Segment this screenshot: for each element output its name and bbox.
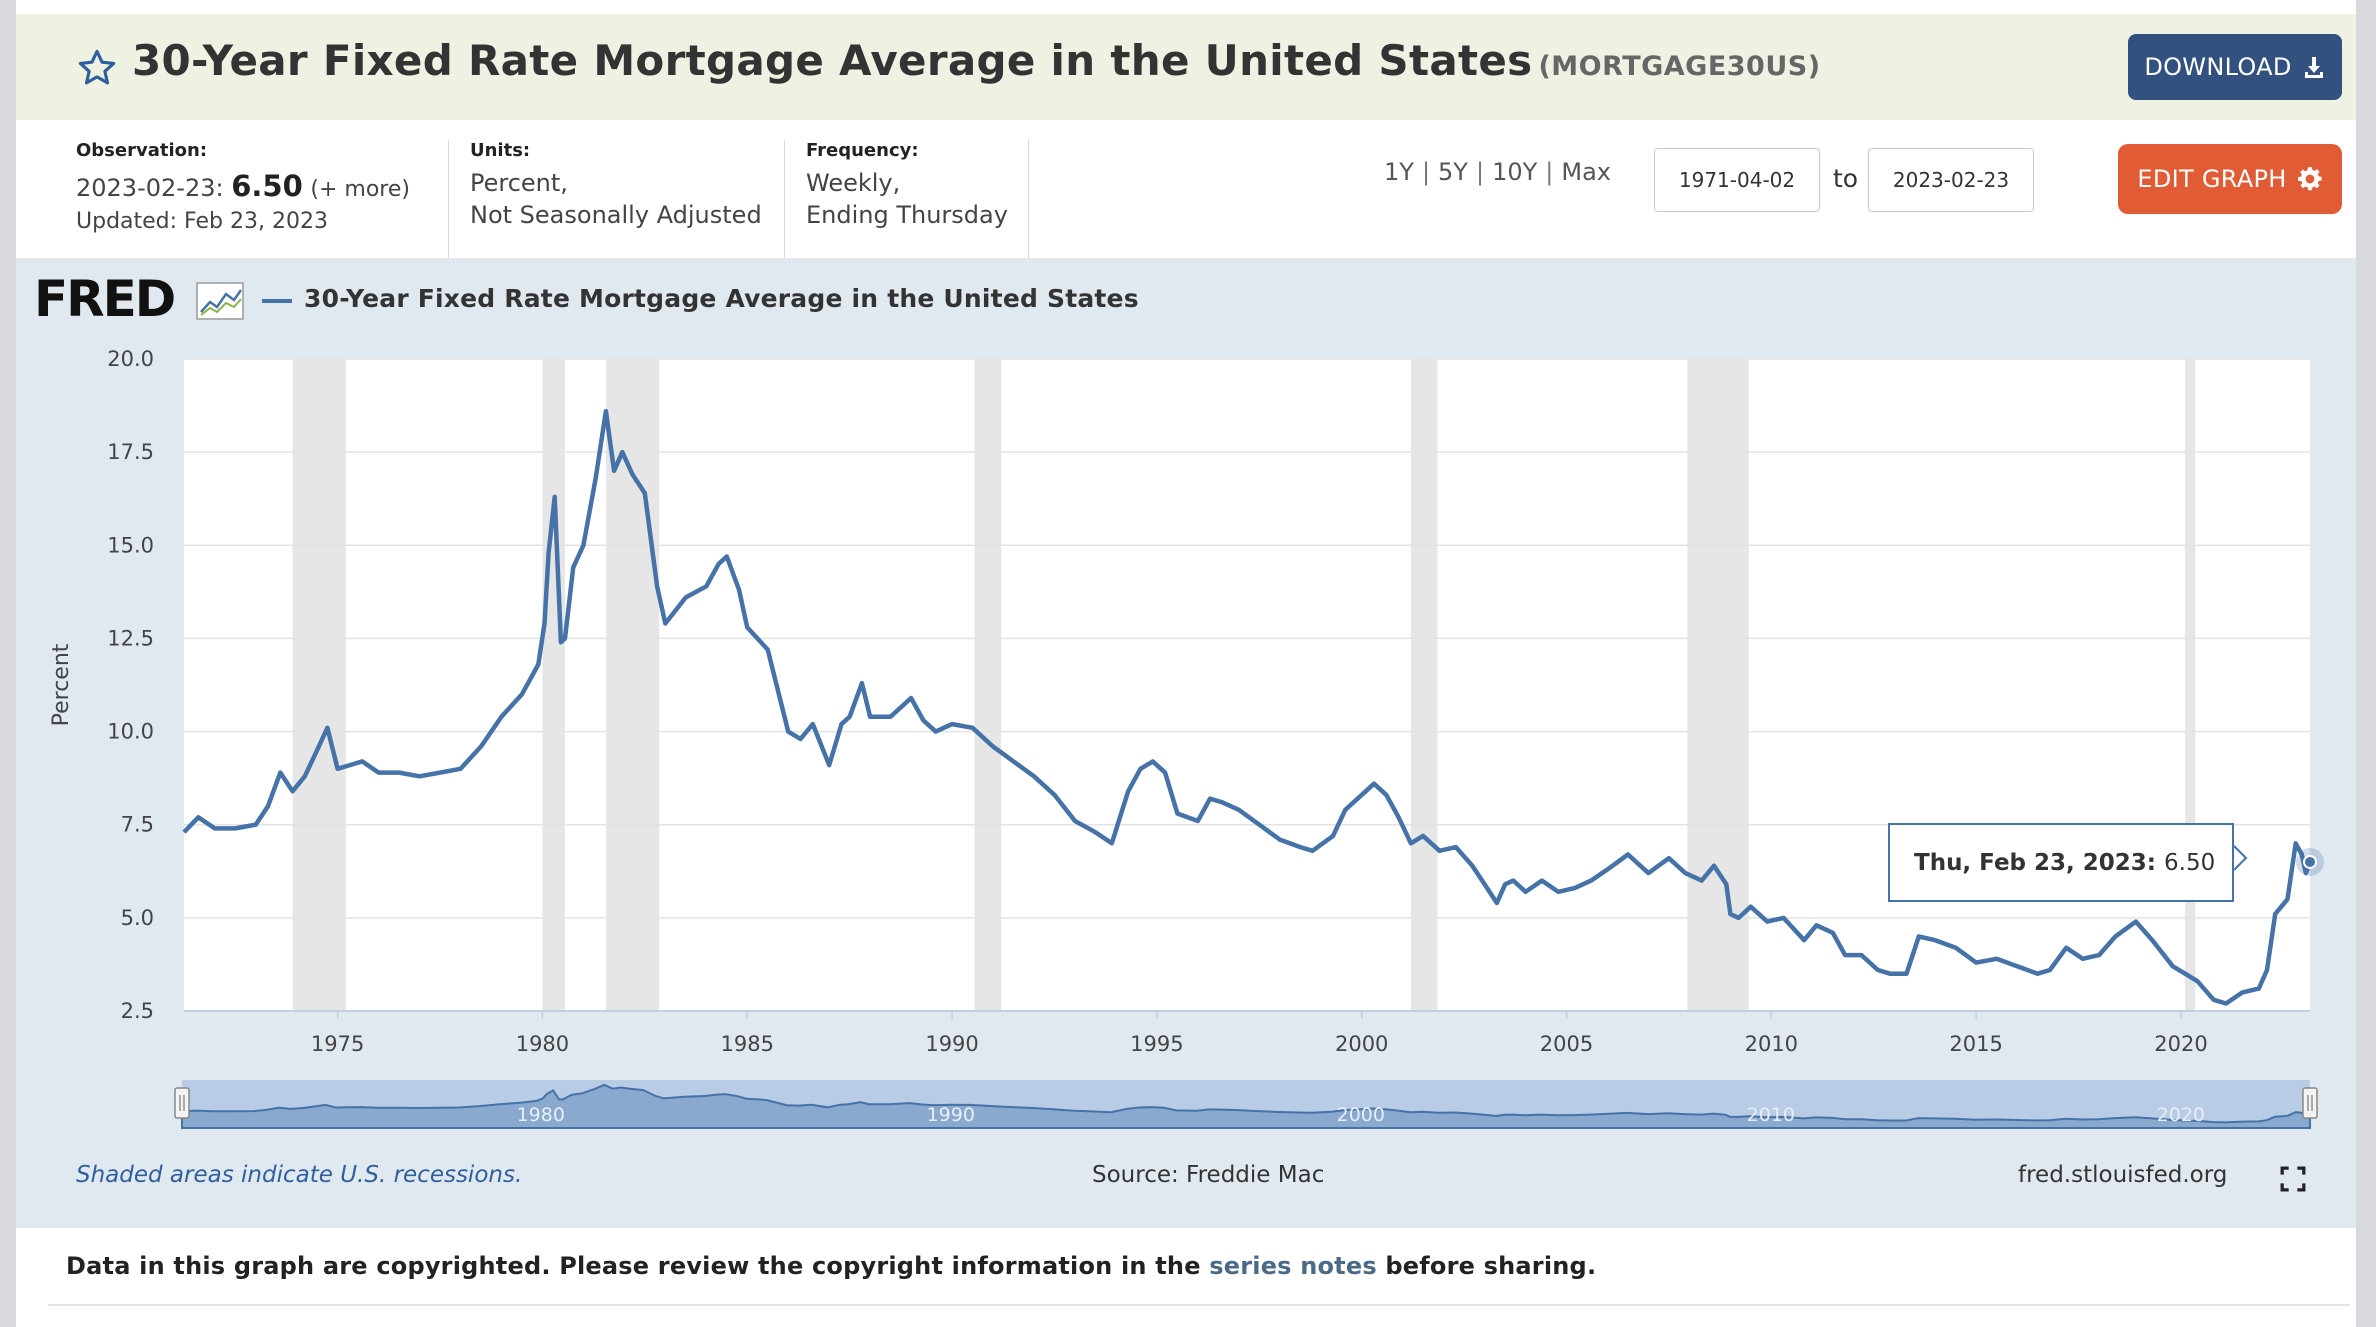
navigator-tick-label: 1980 (517, 1104, 565, 1126)
gear-icon (2297, 167, 2322, 191)
start-date-input[interactable] (1654, 148, 1820, 212)
series-notes-link[interactable]: series notes (1209, 1252, 1377, 1280)
copyright-notice: Data in this graph are copyrighted. Plea… (66, 1252, 1596, 1280)
x-tick-label: 2010 (1745, 1032, 1798, 1056)
x-tick-label: 2020 (2154, 1032, 2207, 1056)
range-links: 1Y | 5Y | 10Y | Max (1384, 158, 1611, 186)
fred-url[interactable]: fred.stlouisfed.org (2018, 1162, 2228, 1188)
x-tick-label: 1975 (311, 1032, 364, 1056)
copyright-text-end: before sharing. (1385, 1252, 1597, 1280)
page-title: 30-Year Fixed Rate Mortgage Average in t… (132, 36, 1821, 85)
star-icon[interactable] (76, 47, 118, 89)
edit-graph-label: EDIT GRAPH (2137, 165, 2287, 193)
series-id: (MORTGAGE30US) (1538, 51, 1821, 82)
end-date-input[interactable] (1868, 148, 2034, 212)
x-tick-label: 1990 (925, 1032, 978, 1056)
data-tooltip: Thu, Feb 23, 2023: 6.50 (1888, 823, 2234, 902)
observation-line: 2023-02-23: 6.50 (+ more) (76, 169, 410, 203)
frequency-line1: Weekly, (806, 169, 901, 197)
navigator-tick-label: 1990 (927, 1104, 975, 1126)
title-band (16, 14, 2356, 120)
range-10y-link[interactable]: 10Y (1492, 158, 1538, 186)
y-tick-label: 12.5 (107, 626, 154, 650)
recession-band (1410, 359, 1438, 1011)
observation-value: 6.50 (231, 169, 303, 203)
observation-date: 2023-02-23: (76, 174, 224, 202)
x-tick-label: 1980 (516, 1032, 569, 1056)
recession-band (974, 359, 1002, 1011)
navigator-series (181, 1083, 2311, 1129)
units-line1: Percent, (470, 169, 568, 197)
y-tick-label: 2.5 (121, 999, 154, 1023)
range-5y-link[interactable]: 5Y (1438, 158, 1468, 186)
divider (48, 1304, 2350, 1306)
series-line (182, 408, 2313, 1006)
navigator-tick-label: 2000 (1337, 1104, 1385, 1126)
legend-swatch (262, 299, 292, 303)
x-tick-label: 1985 (721, 1032, 774, 1056)
updated-date: Updated: Feb 23, 2023 (76, 209, 328, 234)
x-tick-label: 2005 (1540, 1032, 1593, 1056)
units-block: Units: Percent, Not Seasonally Adjusted (470, 140, 762, 229)
range-separator: | (1545, 158, 1554, 186)
fullscreen-icon[interactable] (2280, 1166, 2306, 1192)
tooltip-pointer (2233, 845, 2248, 871)
x-tick-label: 2015 (1949, 1032, 2002, 1056)
download-button[interactable]: DOWNLOAD (2128, 34, 2342, 100)
frequency-label: Frequency: (806, 140, 919, 161)
tooltip-date: Thu, Feb 23, 2023: (1914, 849, 2156, 876)
plot-area (184, 359, 2310, 1011)
recession-band (542, 359, 565, 1011)
left-gutter (0, 0, 16, 1327)
y-tick-label: 15.0 (107, 533, 154, 557)
meta-divider (784, 140, 785, 258)
navigator-tick-label: 2010 (1747, 1104, 1795, 1126)
to-label: to (1833, 164, 1859, 193)
navigator-handle-left[interactable] (174, 1087, 190, 1119)
range-1y-link[interactable]: 1Y (1384, 158, 1414, 186)
right-gutter (2356, 0, 2376, 1327)
y-tick-label: 7.5 (121, 813, 154, 837)
data-point[interactable] (2303, 854, 2317, 869)
y-tick-label: 5.0 (121, 906, 154, 930)
y-tick-label: 20.0 (107, 347, 154, 371)
x-tick-label: 1995 (1130, 1032, 1183, 1056)
x-tick-label: 2000 (1335, 1032, 1388, 1056)
tooltip-value: 6.50 (2164, 849, 2216, 876)
range-separator: | (1475, 158, 1485, 186)
observation-label: Observation: (76, 140, 208, 161)
fred-chart-logo-icon (196, 282, 244, 320)
recession-band (2185, 359, 2196, 1011)
y-tick-label: 17.5 (107, 440, 154, 464)
legend-series-label: 30-Year Fixed Rate Mortgage Average in t… (304, 284, 1139, 313)
meta-divider (448, 140, 449, 258)
navigator-handle-right[interactable] (2302, 1087, 2318, 1119)
y-axis-title: Percent (49, 643, 74, 726)
fred-logo[interactable]: FRED (34, 270, 176, 328)
range-separator: | (1421, 158, 1431, 186)
copyright-text: Data in this graph are copyrighted. Plea… (66, 1252, 1201, 1280)
meta-divider (1028, 140, 1029, 258)
frequency-line2: Ending Thursday (806, 201, 1008, 229)
download-icon (2304, 57, 2323, 78)
observation-block: Observation: 2023-02-23: 6.50 (+ more) U… (76, 140, 410, 234)
units-line2: Not Seasonally Adjusted (470, 201, 762, 229)
source-note: Source: Freddie Mac (1092, 1162, 1325, 1188)
observation-more-link[interactable]: (+ more) (310, 177, 410, 202)
download-label: DOWNLOAD (2144, 53, 2292, 81)
series-title-text: 30-Year Fixed Rate Mortgage Average in t… (132, 36, 1533, 85)
recession-band (292, 359, 346, 1011)
frequency-block: Frequency: Weekly, Ending Thursday (806, 140, 1008, 229)
recession-band (1687, 359, 1749, 1011)
navigator-tick-label: 2020 (2157, 1104, 2205, 1126)
edit-graph-button[interactable]: EDIT GRAPH (2118, 144, 2342, 214)
range-max-link[interactable]: Max (1561, 158, 1611, 186)
y-tick-label: 10.0 (107, 720, 154, 744)
recession-note-link[interactable]: Shaded areas indicate U.S. recessions. (76, 1162, 523, 1188)
units-label: Units: (470, 140, 531, 161)
